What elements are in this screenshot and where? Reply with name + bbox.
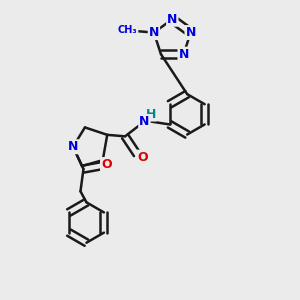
Text: N: N: [178, 48, 189, 61]
Text: N: N: [167, 13, 178, 26]
Text: O: O: [137, 151, 148, 164]
Text: CH₃: CH₃: [118, 25, 138, 34]
Text: N: N: [68, 140, 78, 153]
Text: H: H: [146, 107, 156, 121]
Text: O: O: [101, 158, 112, 171]
Text: N: N: [139, 115, 150, 128]
Text: N: N: [149, 26, 159, 39]
Text: N: N: [185, 26, 196, 39]
